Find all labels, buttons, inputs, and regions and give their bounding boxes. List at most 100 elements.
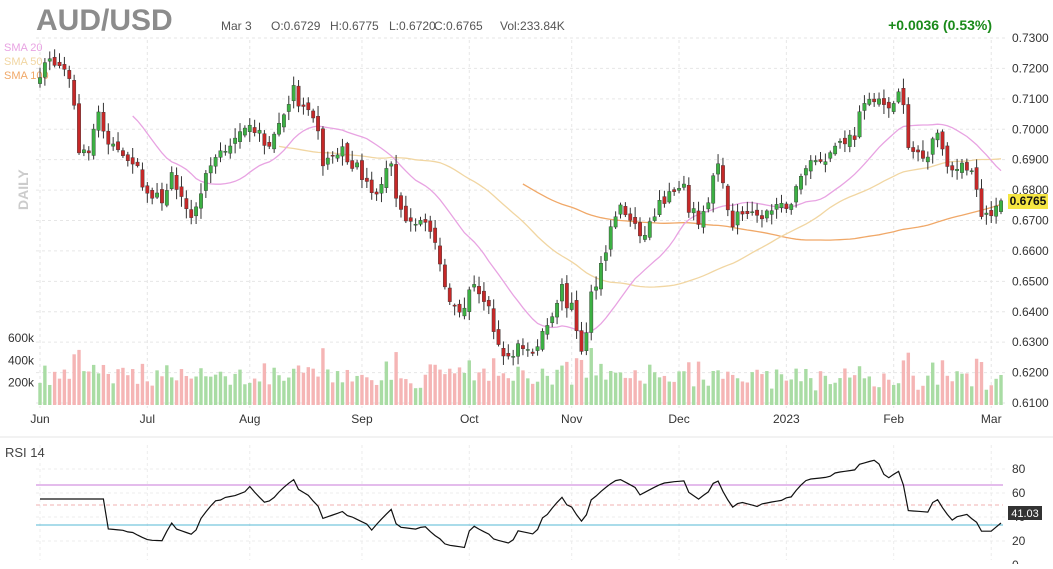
volume-bar [130,369,135,405]
volume-bar [843,368,847,405]
volume-bar [657,377,662,405]
candle-body [560,284,564,302]
price-tick-label: 0.6900 [1012,153,1049,167]
volume-bar [974,358,979,405]
candle-body [257,130,262,134]
volume-bar [209,376,213,405]
time-tick-label: Sep [351,412,373,426]
volume-bar [272,367,276,405]
volume-bar [457,367,462,405]
candle-body [242,127,247,136]
volume-bar [174,380,179,405]
symbol-title: AUD/USD [36,4,173,37]
candle-body [96,111,101,131]
candle-body [325,157,330,165]
candle-body [160,189,164,204]
volume-bar [726,371,730,405]
volume-bar [574,358,579,405]
legend-sma100: SMA 100 [4,70,49,82]
volume-bar [765,371,769,405]
candle-body [335,154,340,159]
volume-bar [428,364,432,405]
volume-bar [706,385,711,405]
volume-bar [916,389,920,405]
volume-bar [194,376,198,405]
candle-body [994,205,999,217]
volume-bar [135,383,140,405]
volume-bar [243,384,247,405]
volume-bar [218,371,223,405]
candle-body [721,165,725,184]
volume-bar [238,369,242,405]
candle-body [403,205,408,222]
candle-body [521,345,525,349]
volume-bar [696,361,701,405]
volume-bar [48,384,52,405]
candle-body [145,185,150,194]
candle-body [77,103,81,154]
volume-bar [618,372,623,405]
candle-body [950,165,955,171]
volume-bar [565,361,569,405]
volume-bar [52,371,57,405]
candle-body [818,159,823,162]
volume-bar [340,382,345,405]
candle-body [891,103,896,112]
price-tick-label: 0.6400 [1012,305,1049,319]
volume-bar [701,379,706,405]
volume-bar [335,371,340,405]
candle-body [677,188,681,191]
candle-body [672,189,677,192]
volume-bar [526,378,530,405]
volume-bar [667,381,671,405]
volume-bar [491,358,496,405]
candle-body [179,186,184,197]
volume-bar [374,384,379,405]
volume-bar [877,387,881,405]
volume-bar [691,386,696,405]
volume-bar [418,387,423,405]
volume-bar [623,377,628,405]
candle-body [208,165,213,174]
volume-bar [896,383,901,405]
volume-bar [848,377,852,405]
candle-body [486,299,491,307]
volume-bar [740,381,745,405]
candle-body [394,164,399,199]
candle-body [701,211,706,228]
volume-bar [833,382,837,405]
volume-bar [467,360,471,405]
volume-bar [409,383,413,405]
volume-bar [911,375,915,405]
candle-body [613,216,618,228]
time-tick-label: Nov [561,412,582,426]
last-price-badge [1008,194,1048,209]
volume-bar [501,373,506,405]
candle-body [355,162,359,168]
candle-body [252,127,257,133]
time-tick-label: Jun [30,412,49,426]
candle-body [842,137,847,145]
legend-sma20: SMA 20 [4,42,43,54]
candle-body [433,227,438,243]
candle-body [750,211,755,213]
volume-bar [116,369,120,405]
candle-body [882,98,886,105]
candle-body [711,175,716,204]
volume-bar [950,381,954,405]
candle-body [130,157,135,165]
candle-body [511,356,516,358]
candle-body [457,303,462,313]
volume-bar [599,363,603,405]
rsi-title: RSI 14 [5,445,45,460]
candle-body [945,145,950,167]
volume-bar [170,377,174,405]
volume-bar [638,380,642,405]
volume-bar [774,369,779,405]
candle-body [862,103,867,111]
volume-bar [970,386,974,405]
candle-body [760,215,764,220]
candle-body [399,195,403,210]
volume-bar [184,376,189,405]
volume-bar [984,389,989,405]
